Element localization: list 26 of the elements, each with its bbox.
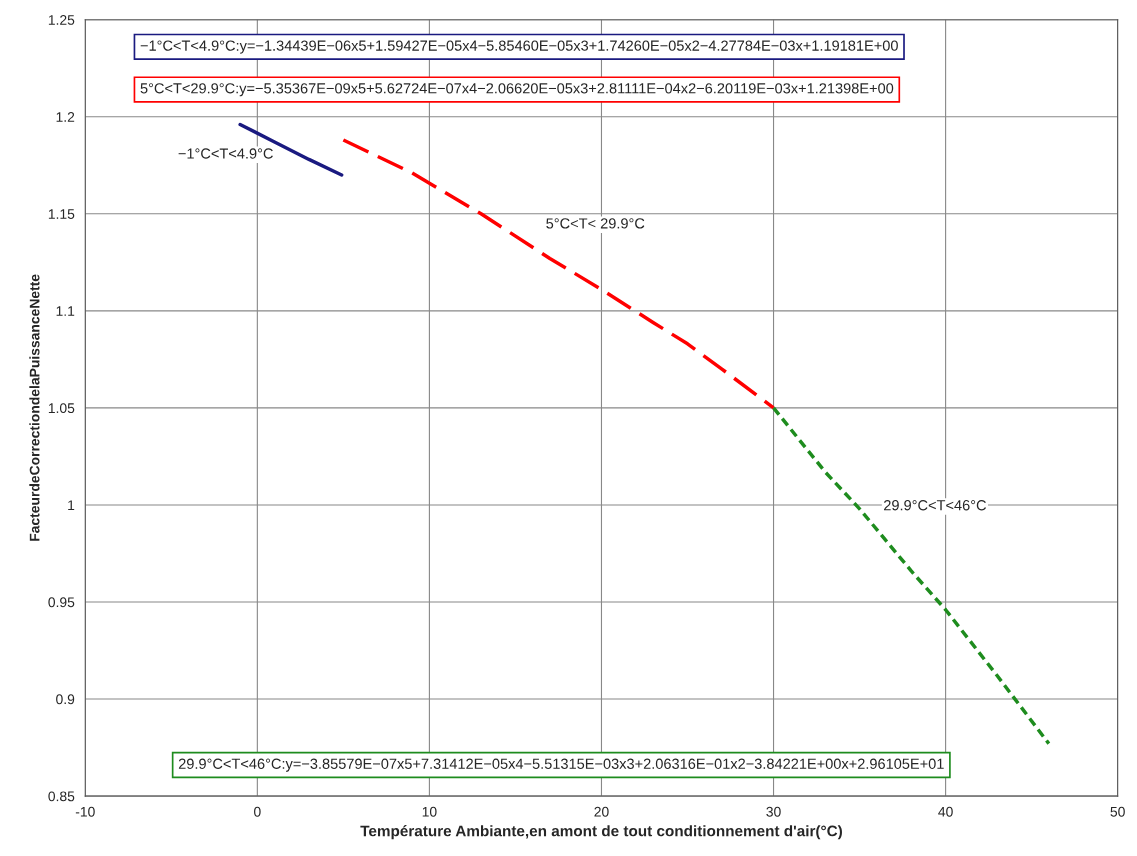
annotation: −1°C<T<4.9°C:y=−1.34439E−06x5+1.59427E−05x4−5.85460E−05x3+1.74260E−05x2−4.27784E−03x+1.19181E+00 <box>140 40 898 54</box>
y-tick-label: 0.9 <box>56 694 75 705</box>
annotation: −1°C<T<4.9°C <box>178 148 273 159</box>
x-tick-label: 30 <box>766 806 781 817</box>
annotation: 29.9°C<T<46°C:y=−3.85579E−07x5+7.31412E−05x4−5.51315E−03x3+2.06316E−01x2−3.84221E+00x+2.96105E+01 <box>178 758 944 772</box>
annotation: 5°C<T< 29.9°C <box>546 218 645 229</box>
x-tick-label: 0 <box>254 806 261 817</box>
line-series <box>341 138 776 410</box>
line-series <box>771 406 1051 746</box>
x-tick-label: 10 <box>422 806 437 817</box>
annotation: 29.9°C<T<46°C <box>884 500 987 511</box>
y-axis-title: FacteurdeCorrectiondelaPuissanceNette <box>29 274 40 541</box>
y-tick-label: 1.15 <box>48 209 75 219</box>
y-tick-label: 1.25 <box>48 15 75 25</box>
y-tick-label: 1.05 <box>48 403 75 414</box>
x-tick-label: 40 <box>938 806 953 817</box>
x-tick-label: -10 <box>75 806 95 817</box>
x-tick-label: 20 <box>594 806 609 817</box>
y-tick-label: 0.95 <box>48 597 75 608</box>
y-tick-label: 1.2 <box>56 112 75 122</box>
y-tick-label: 1.1 <box>56 306 75 316</box>
y-tick-label: 0.85 <box>48 791 75 802</box>
y-tick-label: 1 <box>68 500 75 510</box>
x-tick-label: 50 <box>1110 806 1125 817</box>
annotation: 5°C<T<29.9°C:y=−5.35367E−09x5+5.62724E−07x4−2.06620E−05x3+2.81111E−04x2−6.20119E−03x+1.21398E+00 <box>140 83 894 97</box>
x-axis-title: Température Ambiante,en amont de tout conditionnement d'air(°C) <box>360 825 842 840</box>
